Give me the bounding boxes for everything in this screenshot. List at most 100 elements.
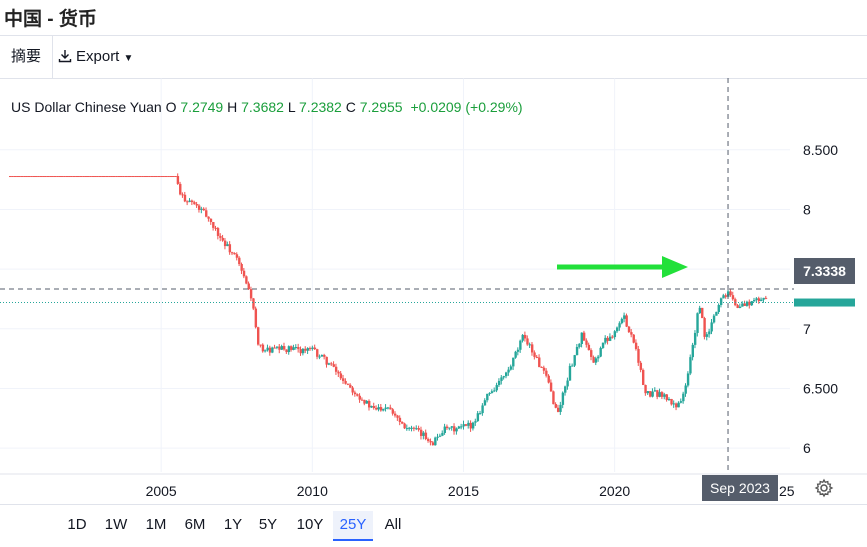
candle-body: [684, 385, 687, 394]
settings-gear-icon[interactable]: [814, 478, 834, 503]
range-button-1w[interactable]: 1W: [104, 516, 128, 533]
candle-body: [49, 176, 52, 178]
candle-body: [469, 422, 472, 429]
candle-body: [212, 222, 215, 228]
candle-body: [226, 244, 229, 247]
candle-body: [564, 386, 567, 393]
candle-body: [701, 307, 704, 319]
candle-body: [764, 297, 768, 299]
candle-body: [398, 417, 402, 423]
candle-body: [686, 373, 690, 386]
candle-body: [689, 357, 692, 374]
candle-body: [462, 424, 465, 427]
candle-body: [299, 349, 302, 354]
candle-body: [481, 405, 484, 414]
candle-body: [691, 344, 694, 358]
y-tick-label: 8.500: [803, 142, 838, 158]
candle-body: [167, 176, 170, 178]
candle-body: [656, 390, 659, 397]
x-tick-label-partial: 25: [779, 483, 795, 499]
candle-body: [594, 358, 598, 363]
candle-body: [741, 303, 744, 307]
candle-body: [613, 331, 617, 338]
candle-body: [363, 399, 366, 404]
candle-body: [667, 398, 671, 400]
range-button-25y[interactable]: 25Y: [333, 511, 373, 541]
candle-body: [98, 176, 102, 178]
candle-body: [96, 176, 99, 178]
candle-body: [138, 176, 142, 178]
candle-body: [20, 176, 24, 178]
candle-body: [677, 402, 680, 408]
range-button-10y[interactable]: 10Y: [296, 516, 324, 533]
candle-body: [44, 176, 47, 178]
candle-body: [663, 394, 666, 397]
candle-body: [351, 387, 354, 393]
y-tick-label: 6: [803, 440, 811, 456]
export-button[interactable]: Export ▼: [58, 36, 133, 78]
candle-body: [372, 405, 376, 409]
candle-body: [403, 423, 406, 429]
candle-body: [443, 426, 446, 433]
download-icon: [58, 50, 72, 63]
candle-body: [592, 356, 595, 363]
candle-body: [129, 176, 132, 178]
candle-body: [273, 347, 276, 349]
candle-body: [441, 432, 444, 436]
candle-body: [497, 380, 501, 386]
candle-body: [670, 398, 673, 405]
candle-body: [339, 373, 343, 379]
range-button-6m[interactable]: 6M: [184, 516, 206, 533]
candle-body: [294, 347, 298, 349]
candle-body: [616, 327, 619, 332]
candle-body: [743, 303, 746, 306]
candle-body: [94, 176, 97, 178]
candle-body: [500, 377, 503, 381]
candle-body: [620, 318, 624, 324]
candle-body: [174, 176, 177, 178]
candle-body: [488, 392, 491, 394]
range-button-1m[interactable]: 1M: [145, 516, 167, 533]
candle-body: [393, 413, 397, 416]
candle-body: [750, 301, 754, 306]
candle-body: [710, 322, 713, 332]
low-label: L: [287, 99, 296, 115]
tab-summary[interactable]: 摘要: [0, 36, 53, 78]
candle-body: [240, 264, 243, 271]
candle-body: [160, 176, 163, 178]
candle-body: [585, 340, 588, 345]
candle-body: [523, 334, 527, 339]
range-button-1d[interactable]: 1D: [67, 516, 87, 533]
candle-body: [334, 366, 338, 372]
range-button-all[interactable]: All: [384, 516, 402, 533]
candle-body: [384, 407, 387, 409]
candle-body: [630, 332, 633, 335]
symbol-name: US Dollar Chinese Yuan: [11, 99, 162, 115]
range-button-1y[interactable]: 1Y: [223, 516, 243, 533]
candle-body: [696, 313, 699, 333]
candle-body: [386, 407, 390, 409]
caret-down-icon: ▼: [123, 53, 134, 64]
candle-body: [495, 385, 498, 391]
candle-body: [259, 344, 262, 346]
candle-body: [141, 176, 144, 178]
candle-body: [417, 428, 421, 430]
candle-body: [77, 176, 80, 178]
candle-body: [318, 356, 321, 358]
candle-body: [349, 384, 352, 388]
candle-body: [23, 176, 26, 178]
range-button-5y[interactable]: 5Y: [258, 516, 278, 533]
candle-body: [112, 176, 116, 178]
candle-body: [278, 346, 281, 350]
candle-body: [391, 409, 395, 414]
candle-body: [261, 344, 265, 352]
candle-body: [556, 407, 560, 412]
candle-body: [521, 334, 524, 341]
candle-body: [252, 298, 255, 309]
candle-body: [216, 228, 220, 236]
candle-body: [379, 407, 383, 411]
candle-body: [169, 176, 173, 178]
candle-body: [505, 372, 508, 377]
candle-body: [618, 323, 621, 328]
